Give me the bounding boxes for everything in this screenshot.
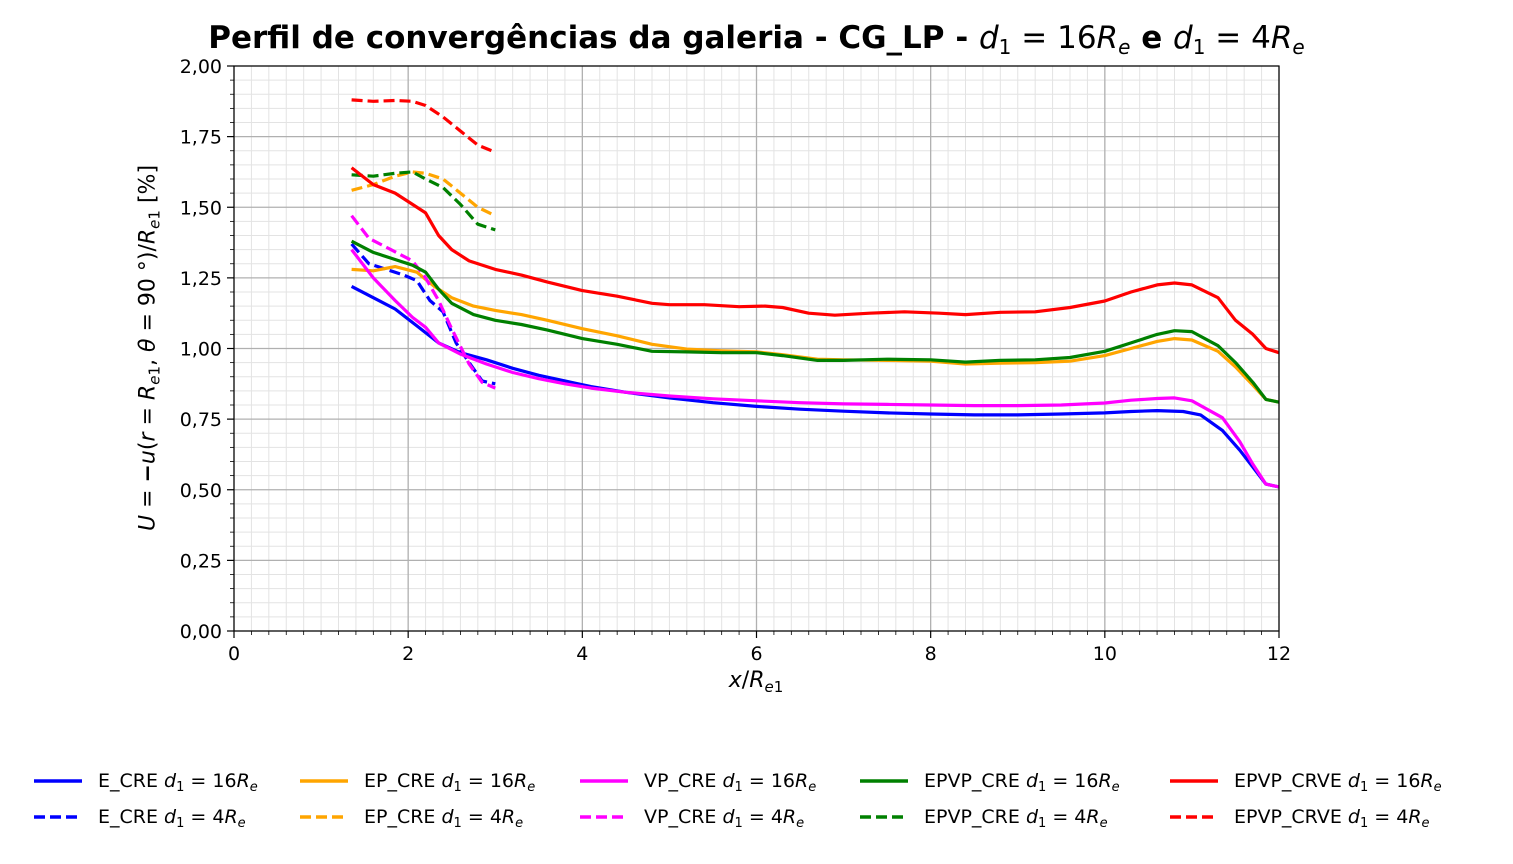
legend-item: EP_CRE d1 = 16Re xyxy=(300,766,535,796)
legend-label-value: 4 xyxy=(1396,806,1409,828)
series-line-7 xyxy=(351,170,496,232)
y-tick-label: 1,50 xyxy=(180,197,222,219)
x-tick-label: 6 xyxy=(750,643,762,665)
legend-label-text: EP_CRE xyxy=(364,806,436,828)
chart-title-value-a: 16 xyxy=(1057,20,1097,56)
legend-label-value: 4 xyxy=(1074,806,1087,828)
series-line-5 xyxy=(350,214,496,390)
chart-title-connector: e xyxy=(1130,20,1174,56)
axis-ticks xyxy=(227,65,1280,638)
legend-label: EPVP_CRE d1 = 16Re xyxy=(924,770,1120,795)
legend-label: EPVP_CRVE d1 = 4Re xyxy=(1234,806,1430,831)
x-tick-label: 0 xyxy=(228,643,240,665)
x-tick-label: 10 xyxy=(1093,643,1117,665)
chart-title-math-b: d1 = 4Re xyxy=(1173,20,1305,59)
legend-swatch xyxy=(580,779,628,783)
legend-label-text: EP_CRE xyxy=(364,770,436,792)
legend-label-value: 16 xyxy=(1396,770,1421,792)
y-tick-label: 0,50 xyxy=(180,480,222,502)
legend-item: VP_CRE d1 = 4Re xyxy=(580,802,804,832)
legend-label: EPVP_CRE d1 = 4Re xyxy=(924,806,1108,831)
x-axis-label: x/Re1 xyxy=(728,668,784,696)
legend-item: EP_CRE d1 = 4Re xyxy=(300,802,523,832)
legend-swatch xyxy=(860,815,908,819)
x-tick-label: 8 xyxy=(925,643,937,665)
legend-swatch xyxy=(1170,815,1218,819)
y-tick-label: 0,75 xyxy=(180,409,222,431)
legend-label: EP_CRE d1 = 16Re xyxy=(364,770,536,795)
y-tick-label: 2,00 xyxy=(180,56,222,78)
legend-label-text: E_CRE xyxy=(98,806,158,828)
series-line-9 xyxy=(351,98,496,154)
legend-label-value: 16 xyxy=(212,770,237,792)
x-tick-label: 4 xyxy=(576,643,588,665)
legend-label-text: E_CRE xyxy=(98,770,158,792)
legend-swatch xyxy=(34,779,82,783)
y-tick-label: 0,25 xyxy=(180,550,222,572)
x-tick-label: 2 xyxy=(402,643,414,665)
y-tick-label: 1,00 xyxy=(180,339,222,361)
y-tick-label: 1,25 xyxy=(180,268,222,290)
legend-swatch xyxy=(1170,779,1218,783)
legend-label-value: 16 xyxy=(1074,770,1099,792)
legend-item: VP_CRE d1 = 16Re xyxy=(580,766,816,796)
series-layer xyxy=(350,98,1280,489)
legend-label-value: 4 xyxy=(489,806,502,828)
legend-label-text: VP_CRE xyxy=(644,770,717,792)
legend-label: EP_CRE d1 = 4Re xyxy=(364,806,524,831)
series-line-6 xyxy=(350,239,1280,404)
series-line-8 xyxy=(350,166,1280,355)
legend-item: EPVP_CRE d1 = 4Re xyxy=(860,802,1108,832)
legend-label-text: EPVP_CRE xyxy=(924,806,1020,828)
y-tick-label: 1,75 xyxy=(180,127,222,149)
legend-label-text: VP_CRE xyxy=(644,806,717,828)
legend-label-value: 16 xyxy=(770,770,796,792)
legend-swatch xyxy=(34,815,82,819)
legend-item: EPVP_CRVE d1 = 4Re xyxy=(1170,802,1430,832)
legend-label-value: 4 xyxy=(770,806,783,828)
tick-labels: 0 2 4 6 8 10 12 0,00 0,25 0,50 0,75 1,00 1,25 1,50 1,7… xyxy=(180,56,1291,665)
legend-swatch xyxy=(300,779,348,783)
legend-label-value: 16 xyxy=(489,770,515,792)
x-tick-label: 12 xyxy=(1267,643,1291,665)
chart-title: Perfil de convergências da galeria - CG_… xyxy=(0,20,1513,59)
chart-title-math-a: d1 = 16Re xyxy=(978,20,1131,59)
legend-item: E_CRE d1 = 16Re xyxy=(34,766,258,796)
chart-title-value-b: 4 xyxy=(1251,20,1271,56)
chart-title-text: Perfil de convergências da galeria - CG_… xyxy=(208,20,979,56)
legend-label: EPVP_CRVE d1 = 16Re xyxy=(1234,770,1442,795)
legend-item: EPVP_CRVE d1 = 16Re xyxy=(1170,766,1442,796)
legend-label-value: 4 xyxy=(212,806,225,828)
legend-label-text: EPVP_CRVE xyxy=(1234,806,1342,828)
y-tick-label: 0,00 xyxy=(180,621,222,643)
legend-label: VP_CRE d1 = 16Re xyxy=(644,770,817,795)
legend-label-text: EPVP_CRVE xyxy=(1234,770,1342,792)
legend-item: EPVP_CRE d1 = 16Re xyxy=(860,766,1120,796)
legend-label-text: EPVP_CRE xyxy=(924,770,1020,792)
legend-label: E_CRE d1 = 4Re xyxy=(98,806,246,831)
series-line-4 xyxy=(350,248,1280,489)
legend-label: VP_CRE d1 = 4Re xyxy=(644,806,805,831)
legend-item: E_CRE d1 = 4Re xyxy=(34,802,246,832)
series-line-3 xyxy=(351,170,496,218)
y-axis-label: U = −u(r = Re1, θ = 90 °)/Re1 [%] xyxy=(135,164,164,532)
legend-swatch xyxy=(860,779,908,783)
legend-label: E_CRE d1 = 16Re xyxy=(98,770,258,795)
legend-swatch xyxy=(580,815,628,819)
legend-swatch xyxy=(300,815,348,819)
